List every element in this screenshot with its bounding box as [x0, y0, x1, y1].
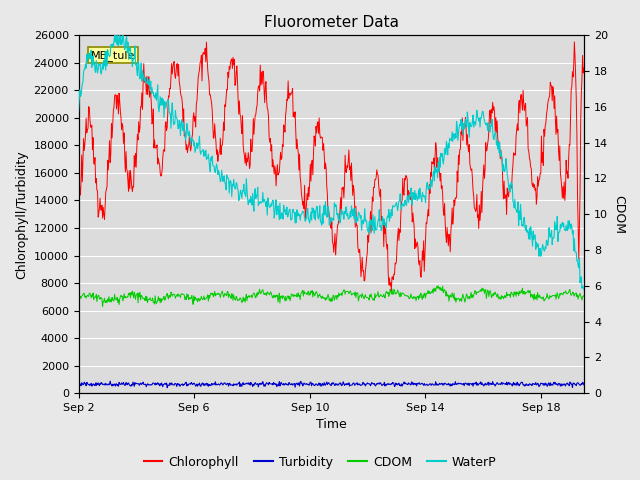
Title: Fluorometer Data: Fluorometer Data — [264, 15, 399, 30]
Y-axis label: Chlorophyll/Turbidity: Chlorophyll/Turbidity — [15, 150, 28, 278]
Legend: Chlorophyll, Turbidity, CDOM, WaterP: Chlorophyll, Turbidity, CDOM, WaterP — [138, 451, 502, 474]
X-axis label: Time: Time — [316, 419, 347, 432]
Y-axis label: CDOM: CDOM — [612, 195, 625, 234]
Text: MB_tule: MB_tule — [91, 49, 136, 60]
